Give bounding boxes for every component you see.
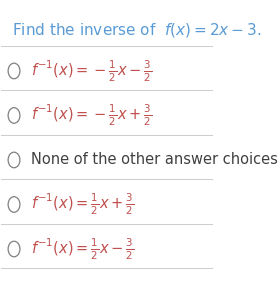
Text: $f^{-1}(x) = \frac{1}{2}x - \frac{3}{2}$: $f^{-1}(x) = \frac{1}{2}x - \frac{3}{2}$ — [31, 236, 134, 262]
Text: $f^{-1}(x) = \frac{1}{2}x + \frac{3}{2}$: $f^{-1}(x) = \frac{1}{2}x + \frac{3}{2}$ — [31, 192, 134, 217]
Text: $f^{-1}(x) = -\frac{1}{2}x - \frac{3}{2}$: $f^{-1}(x) = -\frac{1}{2}x - \frac{3}{2}… — [31, 58, 152, 84]
Text: $f^{-1}(x) = -\frac{1}{2}x + \frac{3}{2}$: $f^{-1}(x) = -\frac{1}{2}x + \frac{3}{2}… — [31, 103, 152, 128]
Text: Find the inverse of  $f(x) = 2x - 3$.: Find the inverse of $f(x) = 2x - 3$. — [12, 21, 261, 39]
Text: None of the other answer choices.: None of the other answer choices. — [31, 153, 279, 167]
